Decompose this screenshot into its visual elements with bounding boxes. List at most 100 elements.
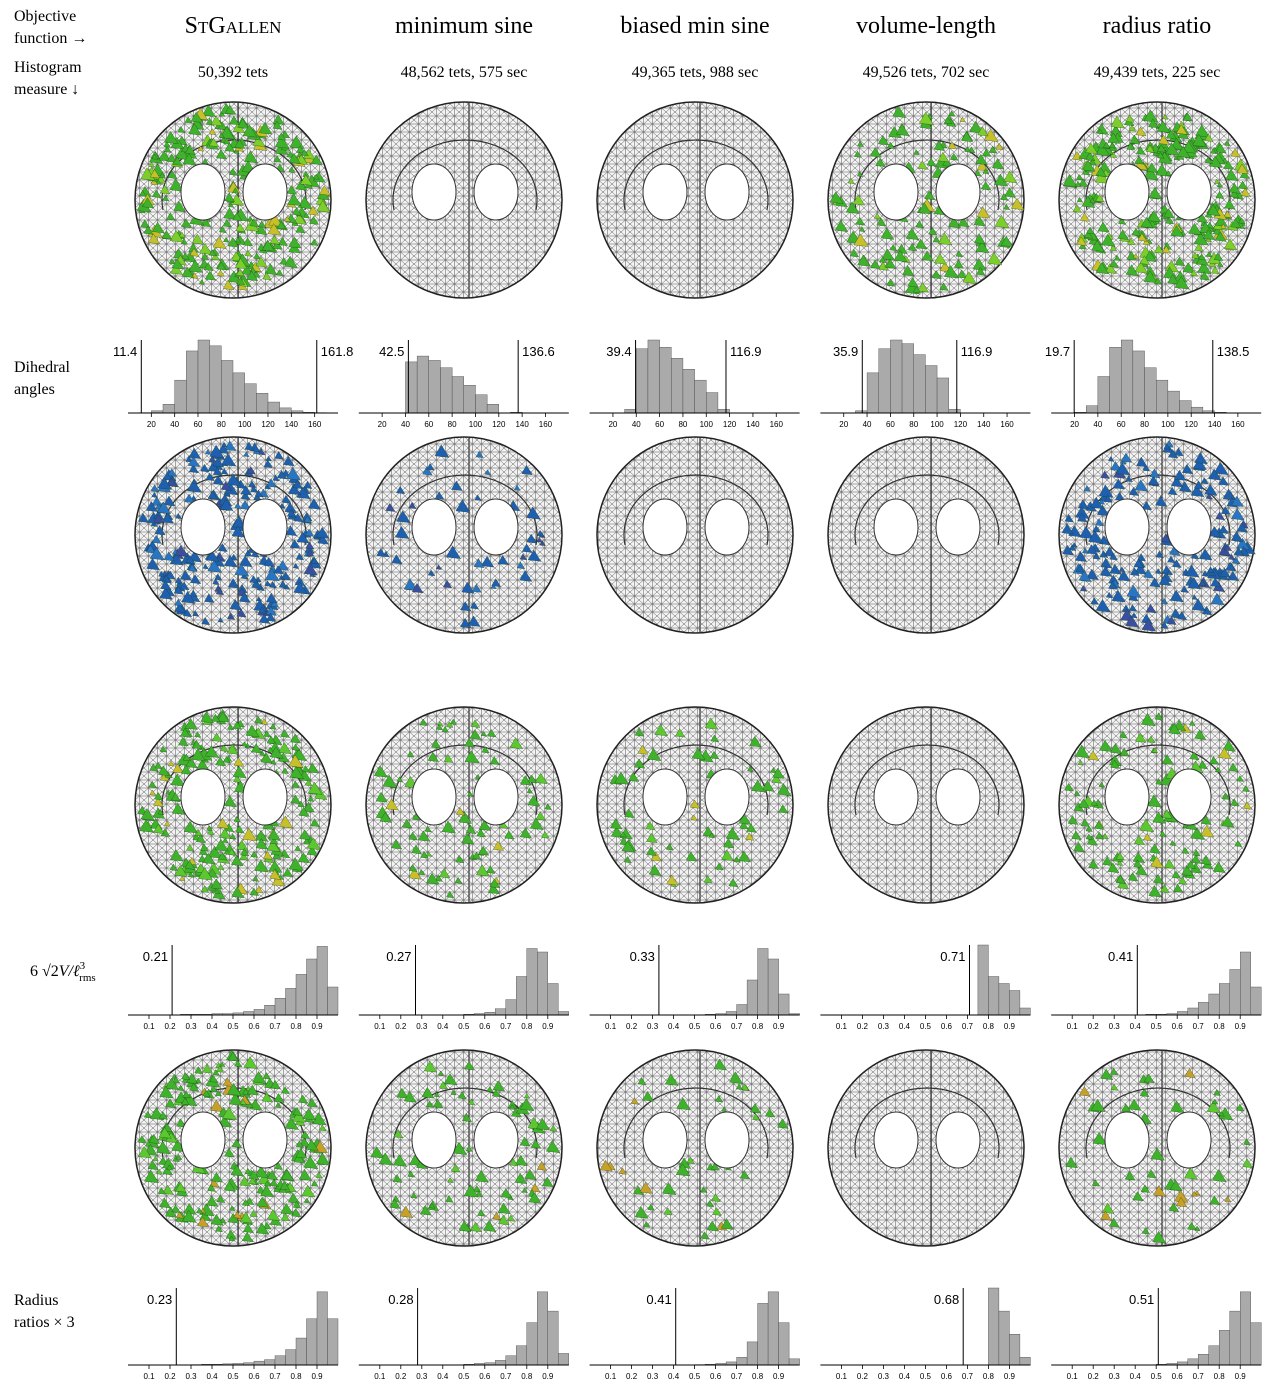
x-tick-label: 0.1	[836, 1372, 848, 1381]
mesh-patch	[1133, 558, 1145, 569]
mesh-patch	[433, 1091, 441, 1098]
mesh-patch	[1153, 874, 1164, 884]
mesh-patch	[500, 1188, 513, 1199]
mesh-patch	[1174, 276, 1190, 290]
mesh-patch	[167, 477, 177, 487]
mesh-patch	[480, 731, 488, 737]
mesh-patch	[196, 1207, 204, 1214]
mesh-patch	[1139, 818, 1155, 833]
mesh-patch	[307, 795, 315, 802]
histogram-bar	[1176, 1011, 1188, 1016]
mesh-patch	[527, 774, 538, 784]
min-label: 0.51	[1129, 1292, 1154, 1307]
mesh-patch	[1117, 878, 1130, 890]
mesh-patch	[1149, 577, 1161, 588]
mesh-patch	[1102, 833, 1109, 840]
max-label: 116.9	[730, 344, 762, 359]
x-tick-label: 0.8	[983, 1372, 995, 1381]
mesh-patch	[1171, 476, 1184, 488]
mesh-patch	[445, 545, 461, 559]
mesh-patch	[287, 1192, 300, 1204]
x-tick-label: 160	[1000, 420, 1014, 429]
mesh-patch	[1109, 244, 1118, 252]
mesh-patch	[942, 158, 952, 167]
mesh-patch	[274, 1161, 283, 1170]
mesh-patch	[251, 549, 260, 558]
mesh-patch	[873, 212, 882, 220]
histogram-bar	[495, 1360, 506, 1366]
mesh-patch	[217, 711, 230, 723]
mesh-patch	[634, 1206, 649, 1219]
mesh-patch	[1242, 785, 1250, 792]
mesh-patch	[1140, 1184, 1151, 1193]
mesh-patch	[184, 860, 196, 870]
mesh-patch	[150, 178, 159, 186]
mesh-patch	[186, 1073, 199, 1085]
mesh-patch	[1067, 815, 1079, 825]
mesh-patch	[270, 759, 277, 765]
mesh-patch	[549, 1124, 558, 1132]
mesh-patch	[1106, 591, 1113, 599]
mesh-patch	[700, 1186, 708, 1193]
mesh-patch	[218, 444, 230, 454]
histogram-bar	[279, 407, 292, 414]
x-tick-label: 0.5	[458, 1022, 470, 1031]
mesh-patch	[190, 111, 203, 123]
mesh-patch	[269, 869, 282, 880]
mesh-patch	[889, 244, 898, 251]
mesh-patch	[675, 728, 686, 738]
formula-part: rms	[79, 972, 96, 984]
mesh-patch	[664, 1073, 679, 1086]
mesh-patch	[1199, 271, 1210, 281]
mesh-patch	[262, 1072, 271, 1080]
histogram-bar	[1239, 1291, 1251, 1366]
mesh-patch	[205, 472, 215, 481]
mesh-patch	[162, 194, 170, 202]
mesh-patch	[389, 1198, 401, 1209]
mesh-patch	[478, 819, 492, 831]
mesh-patch	[310, 556, 319, 565]
histogram-bar	[767, 1291, 779, 1366]
mesh-patch	[1236, 163, 1249, 175]
mesh-patch	[460, 617, 472, 629]
mesh-patch	[637, 744, 649, 755]
mesh-patch	[145, 501, 158, 512]
mesh-patch	[536, 1161, 548, 1171]
histogram-bar	[209, 345, 222, 414]
histogram-bar	[558, 1353, 569, 1366]
mesh-patch	[1135, 732, 1147, 743]
mesh-patch	[676, 1097, 691, 1111]
mesh-patch	[151, 221, 165, 234]
x-tick-label: 0.5	[920, 1022, 932, 1031]
mesh-patch	[1223, 210, 1232, 218]
mesh-patch	[214, 838, 229, 852]
mesh-patch	[1089, 159, 1097, 166]
mesh-patch	[526, 788, 533, 794]
mesh-patch	[1139, 1088, 1150, 1097]
mesh-patch	[232, 721, 243, 730]
mesh-patch	[536, 536, 543, 543]
x-tick-label: 0.6	[479, 1372, 491, 1381]
mesh-patch	[215, 1090, 222, 1097]
mesh-patch	[1236, 1103, 1245, 1112]
mesh-patch	[509, 1158, 519, 1167]
mesh-patch	[305, 1139, 319, 1151]
mesh-patch	[222, 218, 232, 228]
mesh-patch	[1109, 1217, 1120, 1228]
mesh-patch	[215, 587, 225, 596]
mesh-hole	[873, 1111, 919, 1169]
mesh-patch	[1224, 238, 1238, 250]
x-tick-label: 0.3	[878, 1372, 890, 1381]
mesh-patch	[228, 1235, 235, 1242]
mesh-patch	[1095, 143, 1111, 157]
mesh-patch	[224, 104, 236, 115]
mesh-patch	[870, 147, 882, 158]
x-tick-label: 0.8	[290, 1372, 302, 1381]
mesh-patch	[307, 781, 323, 795]
mesh-patch	[1205, 251, 1213, 258]
mesh-patch	[710, 1162, 720, 1171]
mesh-patch	[279, 1181, 291, 1191]
mesh-patch	[1085, 142, 1099, 155]
mesh-patch	[1117, 570, 1131, 582]
x-tick-label: 0.8	[521, 1022, 533, 1031]
